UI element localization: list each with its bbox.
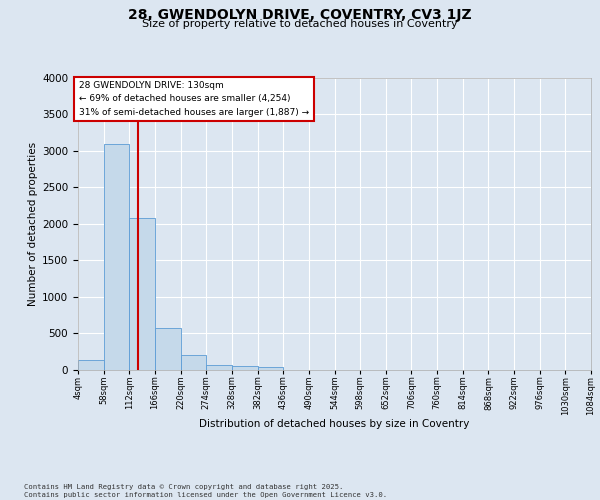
Bar — [181, 356, 206, 370]
Bar — [130, 218, 155, 370]
X-axis label: Distribution of detached houses by size in Coventry: Distribution of detached houses by size … — [199, 418, 470, 428]
Bar — [206, 364, 232, 370]
Text: Size of property relative to detached houses in Coventry: Size of property relative to detached ho… — [142, 19, 458, 29]
Text: 28 GWENDOLYN DRIVE: 130sqm
← 69% of detached houses are smaller (4,254)
31% of s: 28 GWENDOLYN DRIVE: 130sqm ← 69% of deta… — [79, 81, 309, 116]
Text: 28, GWENDOLYN DRIVE, COVENTRY, CV3 1JZ: 28, GWENDOLYN DRIVE, COVENTRY, CV3 1JZ — [128, 8, 472, 22]
Bar — [155, 328, 181, 370]
Bar — [78, 360, 104, 370]
Bar — [232, 366, 257, 370]
Text: Contains HM Land Registry data © Crown copyright and database right 2025.
Contai: Contains HM Land Registry data © Crown c… — [24, 484, 387, 498]
Bar — [104, 144, 130, 370]
Bar — [257, 366, 283, 370]
Y-axis label: Number of detached properties: Number of detached properties — [28, 142, 38, 306]
